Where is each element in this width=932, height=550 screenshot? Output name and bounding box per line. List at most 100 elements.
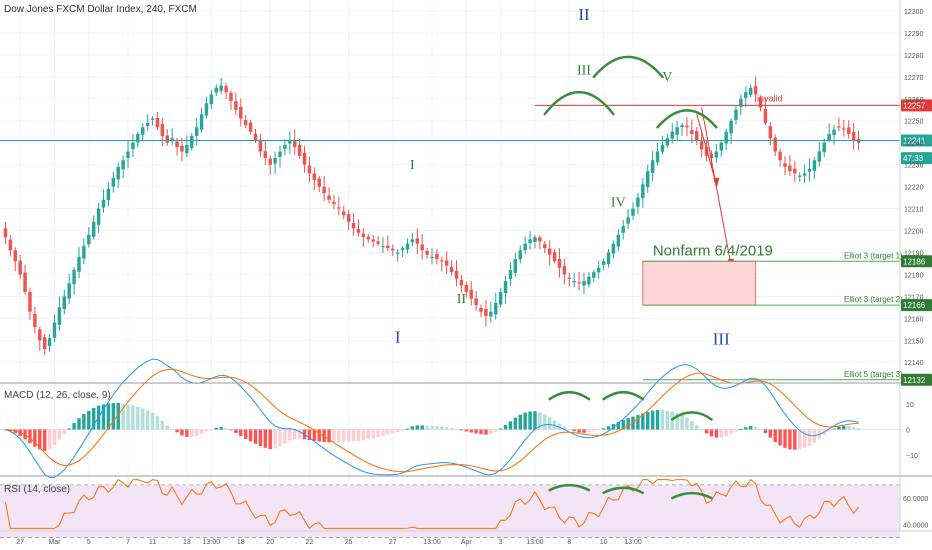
- candle-body: [498, 291, 503, 305]
- macd-histogram-bar: [170, 428, 174, 430]
- price-tag: [901, 373, 932, 386]
- candle-body: [449, 267, 454, 273]
- macd-tick: −10: [906, 453, 918, 460]
- macd-histogram-bar: [621, 419, 625, 430]
- macd-histogram-bar: [160, 420, 165, 430]
- candle-body: [386, 245, 390, 249]
- macd-histogram-bar: [567, 429, 571, 431]
- macd-histogram-bar: [72, 422, 76, 430]
- candle-body: [175, 141, 179, 148]
- annotations: invalid Nonfarm 6/4/2019 Elliot 3 (target …: [0, 5, 903, 381]
- macd-histogram-bar: [469, 429, 473, 433]
- candle-body: [459, 279, 464, 286]
- price-tag-label: 12241: [903, 137, 926, 146]
- macd-histogram-bar: [670, 411, 674, 430]
- time-tick: 27: [389, 539, 397, 546]
- macd-histogram-bar: [680, 415, 684, 430]
- time-tick: 5: [87, 539, 91, 546]
- macd-histogram-bar: [498, 428, 503, 430]
- candle-body: [145, 122, 150, 127]
- macd-histogram-bar: [851, 427, 856, 430]
- candle-body: [538, 237, 542, 242]
- macd-histogram-bar: [744, 427, 748, 430]
- macd-histogram-bar: [317, 429, 321, 442]
- macd-histogram-bar: [665, 410, 670, 430]
- rsi-tick: 40.0000: [903, 522, 928, 529]
- candle-body: [724, 131, 728, 144]
- macd-histogram-bar: [243, 429, 248, 439]
- price-tick: 12260: [904, 97, 924, 104]
- candle-body: [410, 239, 415, 243]
- macd-histogram-bar: [503, 424, 508, 430]
- macd-histogram-bar: [165, 425, 169, 430]
- time-tick: 7: [126, 539, 130, 546]
- candle-body: [376, 241, 380, 244]
- macd-tick: 0: [906, 428, 910, 435]
- macd-histogram-bar: [562, 426, 567, 430]
- macd-title: MACD (12, 26, close, 9): [4, 390, 111, 401]
- candle-body: [101, 199, 106, 208]
- macd-histogram-bar: [773, 429, 777, 442]
- candle-body: [199, 114, 204, 130]
- candle-body: [111, 177, 116, 187]
- candle-body: [229, 92, 233, 101]
- price-tag-label: 47:33: [903, 154, 924, 163]
- macd-histogram-bar: [155, 416, 160, 430]
- macd-histogram-bar: [435, 426, 439, 430]
- macd-histogram-bar: [489, 429, 493, 434]
- time-tick: Apr: [461, 539, 473, 546]
- macd-arc: [602, 390, 645, 401]
- macd-histogram-bar: [131, 405, 135, 430]
- candle-body: [263, 151, 268, 159]
- price-tick: 12300: [904, 9, 924, 16]
- candle-body: [773, 137, 777, 152]
- macd-histogram-bar: [449, 428, 454, 430]
- candle-body: [160, 124, 165, 137]
- candle-body: [611, 243, 616, 254]
- wave-label: I: [410, 158, 415, 173]
- candle-body: [194, 127, 199, 136]
- macd-histogram-bar: [753, 426, 758, 430]
- candle-body: [288, 140, 292, 144]
- candle-body: [582, 281, 586, 286]
- candle-body: [87, 234, 91, 245]
- target-label: Elliot 3 (target 2): [844, 295, 903, 304]
- candle-body: [361, 233, 366, 238]
- head-arc: [656, 109, 718, 129]
- candle-body: [293, 140, 297, 148]
- macd-histogram-bar: [199, 429, 204, 434]
- candle-body: [788, 165, 792, 172]
- candle-body: [190, 136, 194, 148]
- macd-histogram-bar: [714, 429, 719, 438]
- macd-histogram-bar: [194, 429, 199, 436]
- macd-histogram-bar: [263, 429, 268, 448]
- candle-body: [763, 108, 768, 123]
- candle-body: [150, 118, 155, 120]
- macd-histogram-bar: [675, 413, 679, 430]
- macd-histogram-bar: [38, 429, 42, 450]
- down-arrow: [701, 107, 732, 266]
- head-arc: [592, 55, 664, 79]
- macd-histogram-bar: [655, 410, 660, 430]
- macd-histogram-bar: [405, 428, 410, 430]
- macd-histogram-bar: [346, 429, 351, 442]
- macd-histogram-bar: [778, 429, 782, 446]
- macd-histogram-bar: [327, 429, 331, 443]
- macd-histogram-bar: [842, 425, 846, 430]
- candle-body: [47, 338, 52, 347]
- wave-label: I: [395, 327, 401, 346]
- candle-body: [342, 211, 346, 216]
- macd-histogram-bar: [577, 429, 581, 433]
- macd-histogram-bar: [513, 417, 518, 430]
- macd-histogram-bar: [57, 429, 62, 440]
- macd-pane: [0, 358, 900, 479]
- candle-body: [606, 252, 611, 265]
- macd-histogram-bar: [704, 429, 709, 434]
- candle-body: [52, 322, 57, 338]
- candle-body: [778, 151, 782, 161]
- macd-histogram-bar: [386, 429, 390, 435]
- candle-body: [601, 261, 606, 265]
- candle-body: [297, 144, 302, 156]
- macd-histogram-bar: [592, 429, 596, 432]
